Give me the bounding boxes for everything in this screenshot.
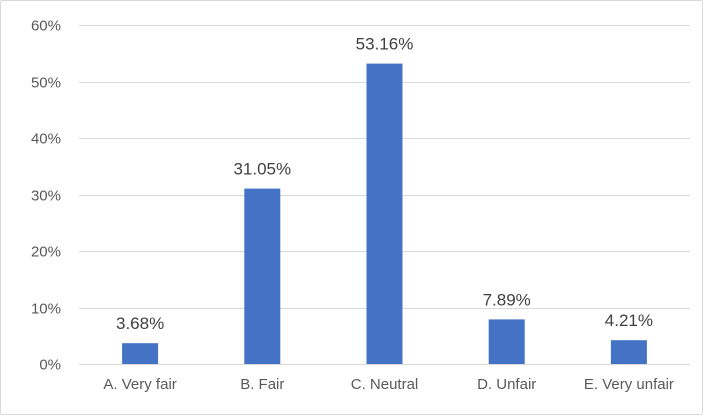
bar	[488, 319, 525, 364]
y-axis-tick-labels: 0% 10% 20% 30% 40% 50% 60%	[31, 18, 61, 374]
bar	[366, 63, 403, 364]
category-label: C. Neutral	[351, 376, 419, 393]
data-label: 3.68%	[116, 314, 164, 333]
category-label: B. Fair	[240, 376, 284, 393]
x-axis-category-labels: A. Very fair B. Fair C. Neutral D. Unfair E.…	[103, 376, 674, 393]
y-tick-label: 20%	[31, 244, 61, 261]
y-tick-label: 30%	[31, 188, 61, 205]
bar	[122, 343, 159, 364]
y-tick-label: 60%	[31, 18, 61, 35]
category-label: D. Unfair	[477, 376, 536, 393]
category-label: A. Very fair	[103, 376, 176, 393]
data-label: 7.89%	[483, 290, 531, 309]
y-tick-label: 50%	[31, 75, 61, 92]
bars	[122, 63, 647, 364]
data-labels: 3.68% 31.05% 53.16% 7.89% 4.21%	[116, 35, 653, 334]
bar	[244, 188, 281, 364]
data-label: 31.05%	[233, 160, 291, 179]
data-label: 4.21%	[605, 311, 653, 330]
y-tick-label: 40%	[31, 131, 61, 148]
category-label: E. Very unfair	[584, 376, 674, 393]
bar	[610, 340, 647, 364]
data-label: 53.16%	[356, 35, 414, 54]
y-tick-label: 0%	[39, 357, 61, 374]
y-tick-label: 10%	[31, 301, 61, 318]
